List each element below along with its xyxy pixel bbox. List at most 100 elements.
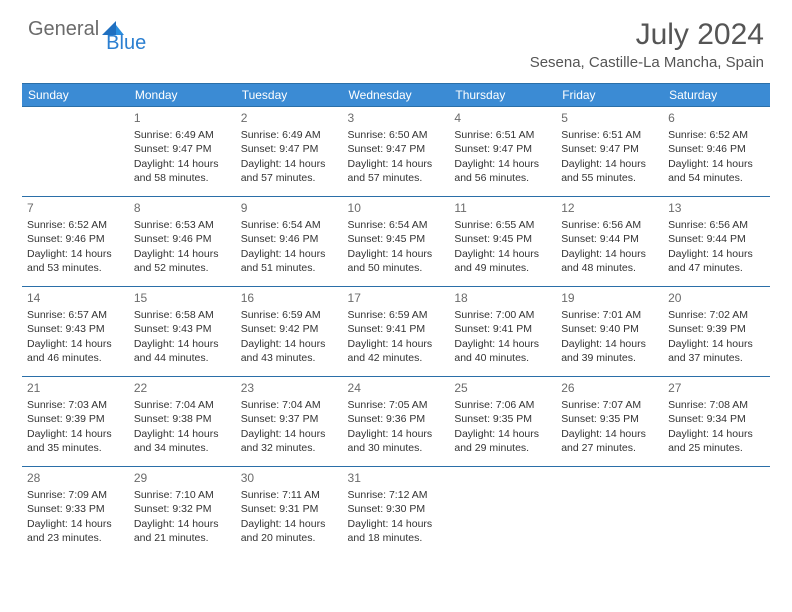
calendar-day-cell: [449, 467, 556, 557]
daylight-text: Daylight: 14 hours: [561, 337, 658, 351]
daylight-text: and 47 minutes.: [668, 261, 765, 275]
sunset-text: Sunset: 9:34 PM: [668, 412, 765, 426]
sunset-text: Sunset: 9:32 PM: [134, 502, 231, 516]
day-number: 29: [134, 470, 231, 486]
sunset-text: Sunset: 9:38 PM: [134, 412, 231, 426]
daylight-text: and 43 minutes.: [241, 351, 338, 365]
daylight-text: and 23 minutes.: [27, 531, 124, 545]
sunrise-text: Sunrise: 6:53 AM: [134, 218, 231, 232]
title-block: July 2024 Sesena, Castille-La Mancha, Sp…: [530, 18, 764, 71]
calendar-day-cell: 30Sunrise: 7:11 AMSunset: 9:31 PMDayligh…: [236, 467, 343, 557]
calendar-day-cell: 21Sunrise: 7:03 AMSunset: 9:39 PMDayligh…: [22, 377, 129, 467]
sunset-text: Sunset: 9:40 PM: [561, 322, 658, 336]
daylight-text: Daylight: 14 hours: [134, 247, 231, 261]
calendar-day-cell: 4Sunrise: 6:51 AMSunset: 9:47 PMDaylight…: [449, 107, 556, 197]
sunset-text: Sunset: 9:41 PM: [348, 322, 445, 336]
calendar-day-cell: 27Sunrise: 7:08 AMSunset: 9:34 PMDayligh…: [663, 377, 770, 467]
calendar-day-cell: 29Sunrise: 7:10 AMSunset: 9:32 PMDayligh…: [129, 467, 236, 557]
daylight-text: Daylight: 14 hours: [134, 427, 231, 441]
sunset-text: Sunset: 9:46 PM: [27, 232, 124, 246]
sunrise-text: Sunrise: 7:10 AM: [134, 488, 231, 502]
daylight-text: Daylight: 14 hours: [27, 337, 124, 351]
sunrise-text: Sunrise: 7:09 AM: [27, 488, 124, 502]
calendar-day-cell: 13Sunrise: 6:56 AMSunset: 9:44 PMDayligh…: [663, 197, 770, 287]
daylight-text: and 53 minutes.: [27, 261, 124, 275]
weekday-header: Wednesday: [343, 84, 450, 107]
day-number: 14: [27, 290, 124, 306]
weekday-header: Friday: [556, 84, 663, 107]
day-number: 8: [134, 200, 231, 216]
calendar-day-cell: 20Sunrise: 7:02 AMSunset: 9:39 PMDayligh…: [663, 287, 770, 377]
sunset-text: Sunset: 9:35 PM: [561, 412, 658, 426]
daylight-text: and 48 minutes.: [561, 261, 658, 275]
calendar-body: 1Sunrise: 6:49 AMSunset: 9:47 PMDaylight…: [22, 107, 770, 557]
calendar-day-cell: 22Sunrise: 7:04 AMSunset: 9:38 PMDayligh…: [129, 377, 236, 467]
daylight-text: Daylight: 14 hours: [561, 247, 658, 261]
calendar-day-cell: [556, 467, 663, 557]
daylight-text: Daylight: 14 hours: [134, 157, 231, 171]
sunset-text: Sunset: 9:41 PM: [454, 322, 551, 336]
daylight-text: Daylight: 14 hours: [241, 247, 338, 261]
daylight-text: Daylight: 14 hours: [27, 517, 124, 531]
daylight-text: and 52 minutes.: [134, 261, 231, 275]
sunrise-text: Sunrise: 6:52 AM: [668, 128, 765, 142]
sunrise-text: Sunrise: 6:56 AM: [668, 218, 765, 232]
calendar-week-row: 14Sunrise: 6:57 AMSunset: 9:43 PMDayligh…: [22, 287, 770, 377]
day-number: 31: [348, 470, 445, 486]
calendar-day-cell: 17Sunrise: 6:59 AMSunset: 9:41 PMDayligh…: [343, 287, 450, 377]
daylight-text: and 21 minutes.: [134, 531, 231, 545]
calendar-day-cell: 19Sunrise: 7:01 AMSunset: 9:40 PMDayligh…: [556, 287, 663, 377]
day-number: 25: [454, 380, 551, 396]
sunrise-text: Sunrise: 6:59 AM: [348, 308, 445, 322]
day-number: 22: [134, 380, 231, 396]
sunset-text: Sunset: 9:47 PM: [241, 142, 338, 156]
day-number: 15: [134, 290, 231, 306]
calendar-day-cell: 2Sunrise: 6:49 AMSunset: 9:47 PMDaylight…: [236, 107, 343, 197]
daylight-text: Daylight: 14 hours: [454, 337, 551, 351]
weekday-header: Sunday: [22, 84, 129, 107]
sunrise-text: Sunrise: 7:01 AM: [561, 308, 658, 322]
daylight-text: Daylight: 14 hours: [348, 337, 445, 351]
calendar-day-cell: 26Sunrise: 7:07 AMSunset: 9:35 PMDayligh…: [556, 377, 663, 467]
calendar-day-cell: 3Sunrise: 6:50 AMSunset: 9:47 PMDaylight…: [343, 107, 450, 197]
sunset-text: Sunset: 9:39 PM: [27, 412, 124, 426]
sunset-text: Sunset: 9:47 PM: [561, 142, 658, 156]
logo-text-general: General: [28, 18, 99, 41]
daylight-text: and 34 minutes.: [134, 441, 231, 455]
day-number: 2: [241, 110, 338, 126]
daylight-text: Daylight: 14 hours: [561, 157, 658, 171]
daylight-text: Daylight: 14 hours: [241, 517, 338, 531]
calendar-day-cell: 12Sunrise: 6:56 AMSunset: 9:44 PMDayligh…: [556, 197, 663, 287]
calendar-day-cell: 24Sunrise: 7:05 AMSunset: 9:36 PMDayligh…: [343, 377, 450, 467]
sunrise-text: Sunrise: 6:52 AM: [27, 218, 124, 232]
day-number: 1: [134, 110, 231, 126]
daylight-text: and 49 minutes.: [454, 261, 551, 275]
sunrise-text: Sunrise: 6:49 AM: [134, 128, 231, 142]
calendar-day-cell: [22, 107, 129, 197]
sunrise-text: Sunrise: 7:05 AM: [348, 398, 445, 412]
logo: General Blue: [28, 18, 166, 41]
sunrise-text: Sunrise: 7:06 AM: [454, 398, 551, 412]
daylight-text: and 35 minutes.: [27, 441, 124, 455]
calendar-week-row: 1Sunrise: 6:49 AMSunset: 9:47 PMDaylight…: [22, 107, 770, 197]
sunrise-text: Sunrise: 7:12 AM: [348, 488, 445, 502]
day-number: 5: [561, 110, 658, 126]
sunrise-text: Sunrise: 7:07 AM: [561, 398, 658, 412]
day-number: 9: [241, 200, 338, 216]
calendar-day-cell: 10Sunrise: 6:54 AMSunset: 9:45 PMDayligh…: [343, 197, 450, 287]
sunset-text: Sunset: 9:45 PM: [454, 232, 551, 246]
sunset-text: Sunset: 9:30 PM: [348, 502, 445, 516]
sunset-text: Sunset: 9:36 PM: [348, 412, 445, 426]
sunrise-text: Sunrise: 6:50 AM: [348, 128, 445, 142]
logo-text-blue: Blue: [106, 32, 146, 55]
calendar-day-cell: 6Sunrise: 6:52 AMSunset: 9:46 PMDaylight…: [663, 107, 770, 197]
calendar-day-cell: 15Sunrise: 6:58 AMSunset: 9:43 PMDayligh…: [129, 287, 236, 377]
sunrise-text: Sunrise: 6:58 AM: [134, 308, 231, 322]
sunset-text: Sunset: 9:35 PM: [454, 412, 551, 426]
daylight-text: Daylight: 14 hours: [668, 427, 765, 441]
weekday-header: Saturday: [663, 84, 770, 107]
calendar-day-cell: 1Sunrise: 6:49 AMSunset: 9:47 PMDaylight…: [129, 107, 236, 197]
day-number: 28: [27, 470, 124, 486]
daylight-text: and 56 minutes.: [454, 171, 551, 185]
sunset-text: Sunset: 9:31 PM: [241, 502, 338, 516]
